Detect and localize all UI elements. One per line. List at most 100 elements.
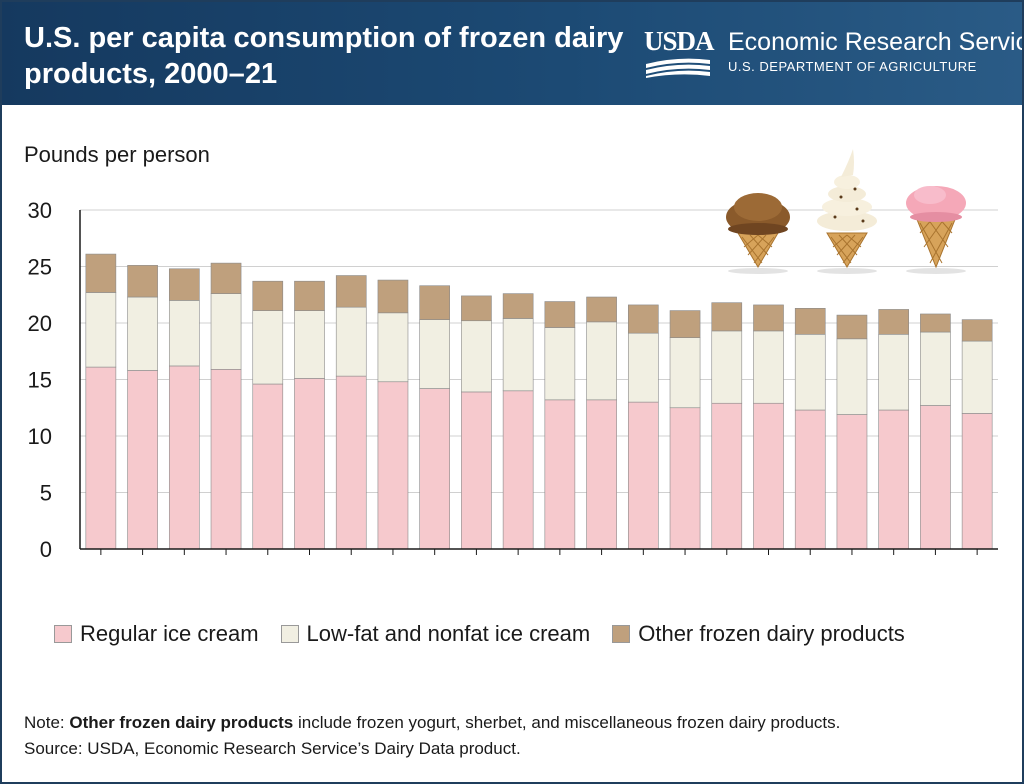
bar-segment bbox=[544, 301, 576, 328]
bar-stack-2001 bbox=[127, 265, 158, 550]
x-tick-label: 2006 bbox=[327, 563, 376, 565]
bar-stack-2015 bbox=[711, 302, 743, 550]
bar-segment bbox=[461, 391, 492, 550]
note-bold-term: Other frozen dairy products bbox=[69, 713, 294, 732]
bar-stack-2016 bbox=[753, 304, 784, 550]
x-tick-label: 2021 bbox=[953, 563, 1002, 565]
bar-segment bbox=[502, 293, 534, 319]
bar-segment bbox=[85, 292, 117, 368]
y-tick-label: 0 bbox=[40, 537, 52, 562]
note-text: Note: Other frozen dairy products includ… bbox=[24, 710, 1014, 736]
bar-segment bbox=[836, 314, 868, 340]
bar-stack-2006 bbox=[335, 275, 367, 550]
y-tick-label: 20 bbox=[28, 311, 52, 336]
bar-segment bbox=[753, 330, 784, 404]
y-tick-label: 30 bbox=[28, 198, 52, 223]
chart-legend: Regular ice cream Low-fat and nonfat ice… bbox=[54, 619, 927, 649]
bar-stack-2020 bbox=[920, 313, 951, 550]
y-tick-labels: 0 5 10 15 20 25 30 bbox=[28, 198, 52, 562]
bar-stack-2008 bbox=[419, 285, 451, 550]
legend-label-regular: Regular ice cream bbox=[80, 621, 259, 646]
bar-segment bbox=[252, 280, 284, 311]
bar-segment bbox=[878, 409, 910, 550]
x-tick-label: 2012 bbox=[577, 563, 626, 565]
bar-stack-2012 bbox=[586, 296, 617, 550]
bar-segment bbox=[502, 390, 534, 550]
legend-label-other: Other frozen dairy products bbox=[638, 621, 905, 646]
bar-segment bbox=[878, 309, 910, 335]
bar-segment bbox=[85, 253, 117, 293]
bar-segment bbox=[461, 295, 492, 322]
bar-segment bbox=[794, 308, 826, 335]
note-rest: include frozen yogurt, sherbet, and misc… bbox=[293, 713, 841, 732]
x-tick-label: 2018 bbox=[827, 563, 876, 565]
bar-segment bbox=[586, 399, 617, 550]
bar-segment bbox=[878, 334, 910, 411]
strawberry-cone-icon bbox=[906, 186, 966, 274]
bar-segment bbox=[836, 338, 868, 415]
bar-segment bbox=[419, 285, 451, 320]
bar-segment bbox=[794, 409, 826, 550]
usda-abbr: USDA bbox=[644, 26, 715, 56]
source-text: Source: USDA, Economic Research Service’… bbox=[24, 739, 521, 758]
bar-segment bbox=[168, 365, 200, 550]
bar-segment bbox=[168, 300, 200, 367]
bar-segment bbox=[669, 337, 701, 409]
bar-segment bbox=[335, 375, 367, 550]
y-axis-label: Pounds per person bbox=[24, 142, 210, 167]
bar-segment bbox=[419, 319, 451, 389]
department-name: U.S. DEPARTMENT OF AGRICULTURE bbox=[728, 59, 977, 74]
bar-segment bbox=[127, 265, 158, 298]
bar-segment bbox=[961, 319, 993, 342]
bar-stack-2018 bbox=[836, 314, 868, 550]
bar-stack-2011 bbox=[544, 301, 576, 550]
y-tick-label: 5 bbox=[40, 481, 52, 506]
bar-segment bbox=[335, 306, 367, 377]
bar-segment bbox=[377, 279, 409, 314]
y-tick-label: 25 bbox=[28, 255, 52, 280]
bar-segment bbox=[252, 383, 284, 550]
page-title: U.S. per capita consumption of frozen da… bbox=[24, 20, 624, 92]
bar-segment bbox=[920, 313, 951, 333]
bar-stack-2021 bbox=[961, 319, 993, 550]
bar-segment bbox=[836, 414, 868, 550]
bar-segment bbox=[711, 302, 743, 332]
x-tick-label: 2003 bbox=[202, 563, 251, 565]
bar-segment bbox=[461, 320, 492, 393]
agency-name: Economic Research Service bbox=[728, 28, 1024, 56]
x-tick-label: 2000 bbox=[76, 563, 125, 565]
bar-stack-2007 bbox=[377, 279, 409, 550]
y-tick-label: 15 bbox=[28, 368, 52, 393]
bar-segment bbox=[753, 402, 784, 550]
bar-stack-2017 bbox=[794, 308, 826, 550]
bar-stack-2014 bbox=[669, 310, 701, 550]
bar-segment bbox=[711, 330, 743, 404]
bar-stack-2002 bbox=[168, 268, 200, 550]
agency-logo: USDA Economic Research Service U.S. DEPA… bbox=[644, 26, 1022, 86]
bar-segment bbox=[669, 407, 701, 550]
ice-cream-cones-illustration bbox=[726, 149, 966, 274]
bar-stack-2004 bbox=[252, 280, 284, 550]
bar-segment bbox=[627, 401, 659, 550]
bar-segment bbox=[502, 318, 534, 392]
bar-stack-2019 bbox=[878, 309, 910, 550]
bar-segment bbox=[669, 310, 701, 338]
bar-stack-2009 bbox=[461, 295, 492, 550]
header-banner: U.S. per capita consumption of frozen da… bbox=[2, 2, 1022, 105]
x-tick-labels: 2000 2003 2006 2009 2012 2015 2018 2021 bbox=[76, 563, 1001, 565]
x-axis bbox=[79, 210, 998, 555]
bar-stack-2010 bbox=[502, 293, 534, 550]
bar-segment bbox=[961, 413, 993, 550]
bar-segment bbox=[920, 405, 951, 550]
bar-segment bbox=[544, 327, 576, 401]
bar-segment bbox=[544, 399, 576, 550]
vanilla-soft-serve-icon bbox=[817, 149, 877, 274]
note-prefix: Note: bbox=[24, 713, 70, 732]
legend-item-lowfat: Low-fat and nonfat ice cream bbox=[280, 621, 590, 647]
bar-segment bbox=[627, 304, 659, 334]
title-line-1: U.S. per capita consumption of frozen da… bbox=[24, 22, 624, 54]
usda-logo-icon: USDA bbox=[644, 26, 715, 78]
bar-segment bbox=[627, 332, 659, 403]
chocolate-cone-icon bbox=[726, 193, 790, 274]
bar-segment bbox=[294, 310, 325, 379]
